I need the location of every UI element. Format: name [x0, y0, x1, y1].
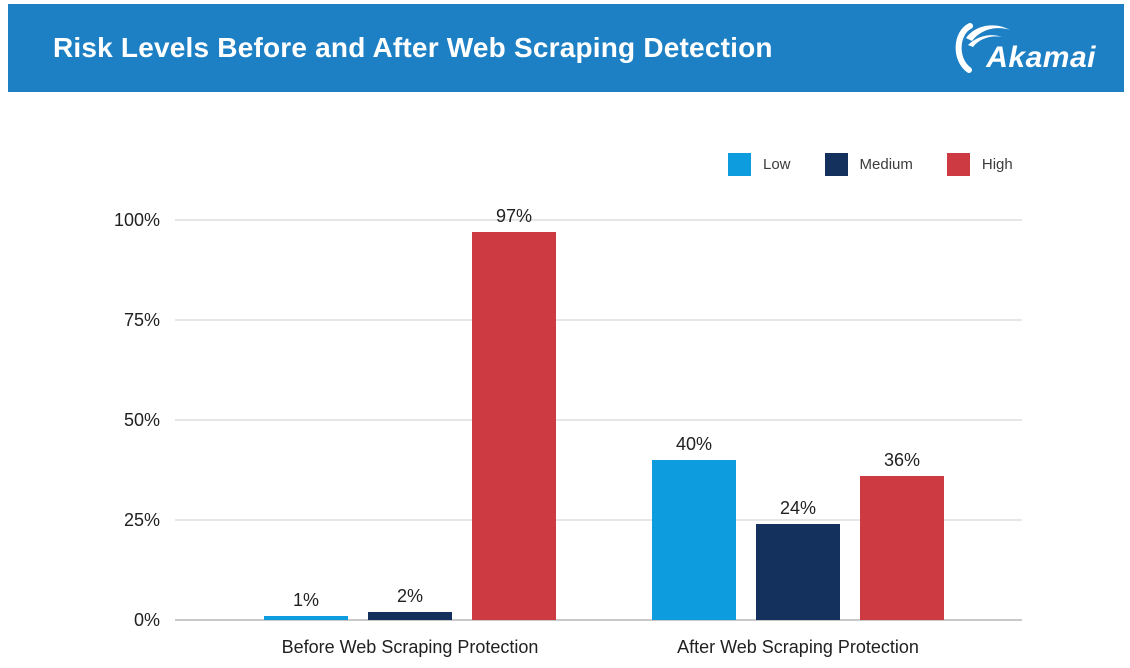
legend-item-medium: Medium — [824, 153, 913, 176]
legend-item-high: High — [946, 153, 1013, 176]
bar-value-label: 36% — [883, 450, 921, 470]
y-tick-label: 0% — [133, 610, 160, 630]
legend-swatch-medium — [824, 153, 848, 176]
bar-medium-group2 — [756, 524, 840, 620]
bar-value-label: 1% — [292, 590, 319, 610]
legend-swatch-high — [946, 153, 970, 176]
bar-value-label: 2% — [396, 586, 423, 606]
header-banner: Risk Levels Before and After Web Scrapin… — [8, 4, 1124, 92]
y-tick-label: 75% — [123, 310, 160, 330]
gridline-25 — [175, 519, 1022, 521]
bar-value-label: 97% — [495, 206, 533, 226]
bar-medium-group1 — [368, 612, 452, 620]
akamai-logo: Akamai — [948, 21, 1096, 75]
category-label-group1: Before Web Scraping Protection — [281, 637, 539, 657]
y-tick-label: 50% — [123, 410, 160, 430]
bar-value-label: 24% — [779, 498, 817, 518]
bar-high-group1 — [472, 232, 556, 620]
x-axis-line — [175, 619, 1022, 621]
bar-high-group2 — [860, 476, 944, 620]
category-label-group2: After Web Scraping Protection — [677, 637, 919, 657]
bar-low-group2 — [652, 460, 736, 620]
bar-low-group1 — [264, 616, 348, 620]
akamai-swoosh-icon — [948, 21, 1020, 75]
y-tick-label: 100% — [113, 210, 160, 230]
bar-value-label: 40% — [675, 434, 713, 454]
y-tick-label: 25% — [123, 510, 160, 530]
legend-label: Medium — [859, 156, 913, 173]
legend-item-low: Low — [728, 153, 791, 176]
gridline-75 — [175, 319, 1022, 321]
gridline-50 — [175, 419, 1022, 421]
akamai-logo-text: Akamai — [986, 41, 1096, 74]
legend-label: Low — [763, 156, 791, 173]
legend-label: High — [981, 156, 1013, 173]
legend: Low Medium High — [728, 153, 1013, 176]
legend-swatch-low — [728, 153, 751, 176]
gridline-100 — [175, 219, 1022, 221]
page-title: Risk Levels Before and After Web Scrapin… — [53, 32, 773, 63]
